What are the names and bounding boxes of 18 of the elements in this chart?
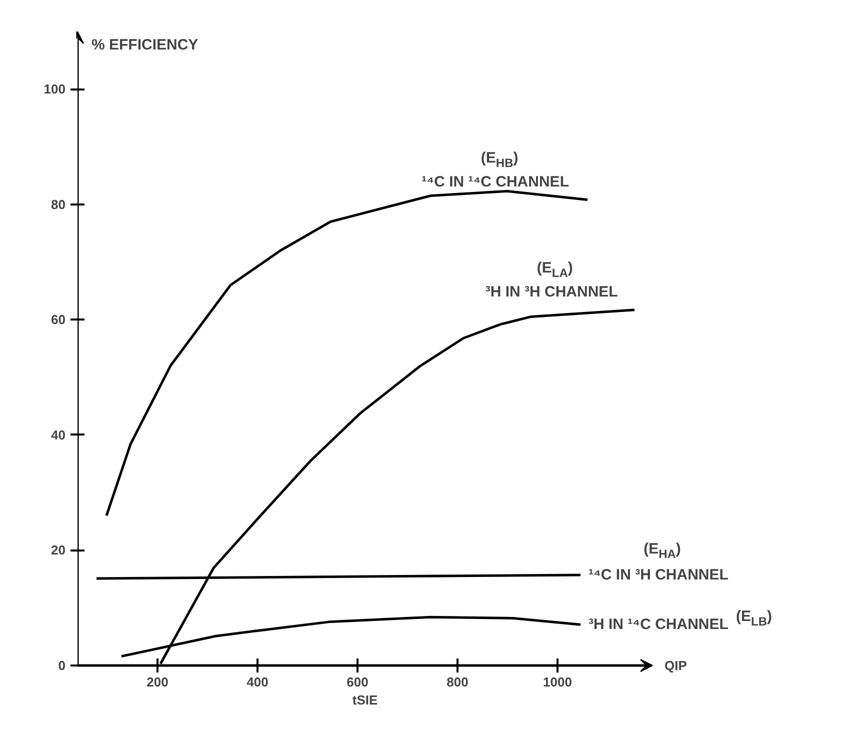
text: QIP xyxy=(664,658,688,673)
x-tick-label: 600 xyxy=(346,674,368,690)
series-label: ³H IN ¹⁴C CHANNEL xyxy=(588,616,728,634)
x-tick-label: 1000 xyxy=(543,674,572,690)
y-tick-label: 40 xyxy=(51,427,66,442)
x-axis-title: tSIE xyxy=(352,692,378,708)
y-tick-label: 80 xyxy=(51,196,66,212)
y-tick-label: 0 xyxy=(58,658,66,673)
series-label: ³H IN ³H CHANNEL xyxy=(485,283,618,300)
y-axis-title: % EFFICIENCY xyxy=(92,36,198,54)
x-tick-label: 200 xyxy=(146,674,168,690)
x-tick-label: 400 xyxy=(246,674,268,690)
x-tick-label: 800 xyxy=(446,674,468,690)
y-tick-label: 100 xyxy=(44,82,66,97)
series-label: ¹⁴C IN ¹⁴C CHANNEL xyxy=(422,173,569,190)
series-label: ¹⁴C IN ³H CHANNEL xyxy=(588,566,728,584)
y-tick-label: 60 xyxy=(51,312,66,328)
y-tick-label: 20 xyxy=(51,542,66,558)
